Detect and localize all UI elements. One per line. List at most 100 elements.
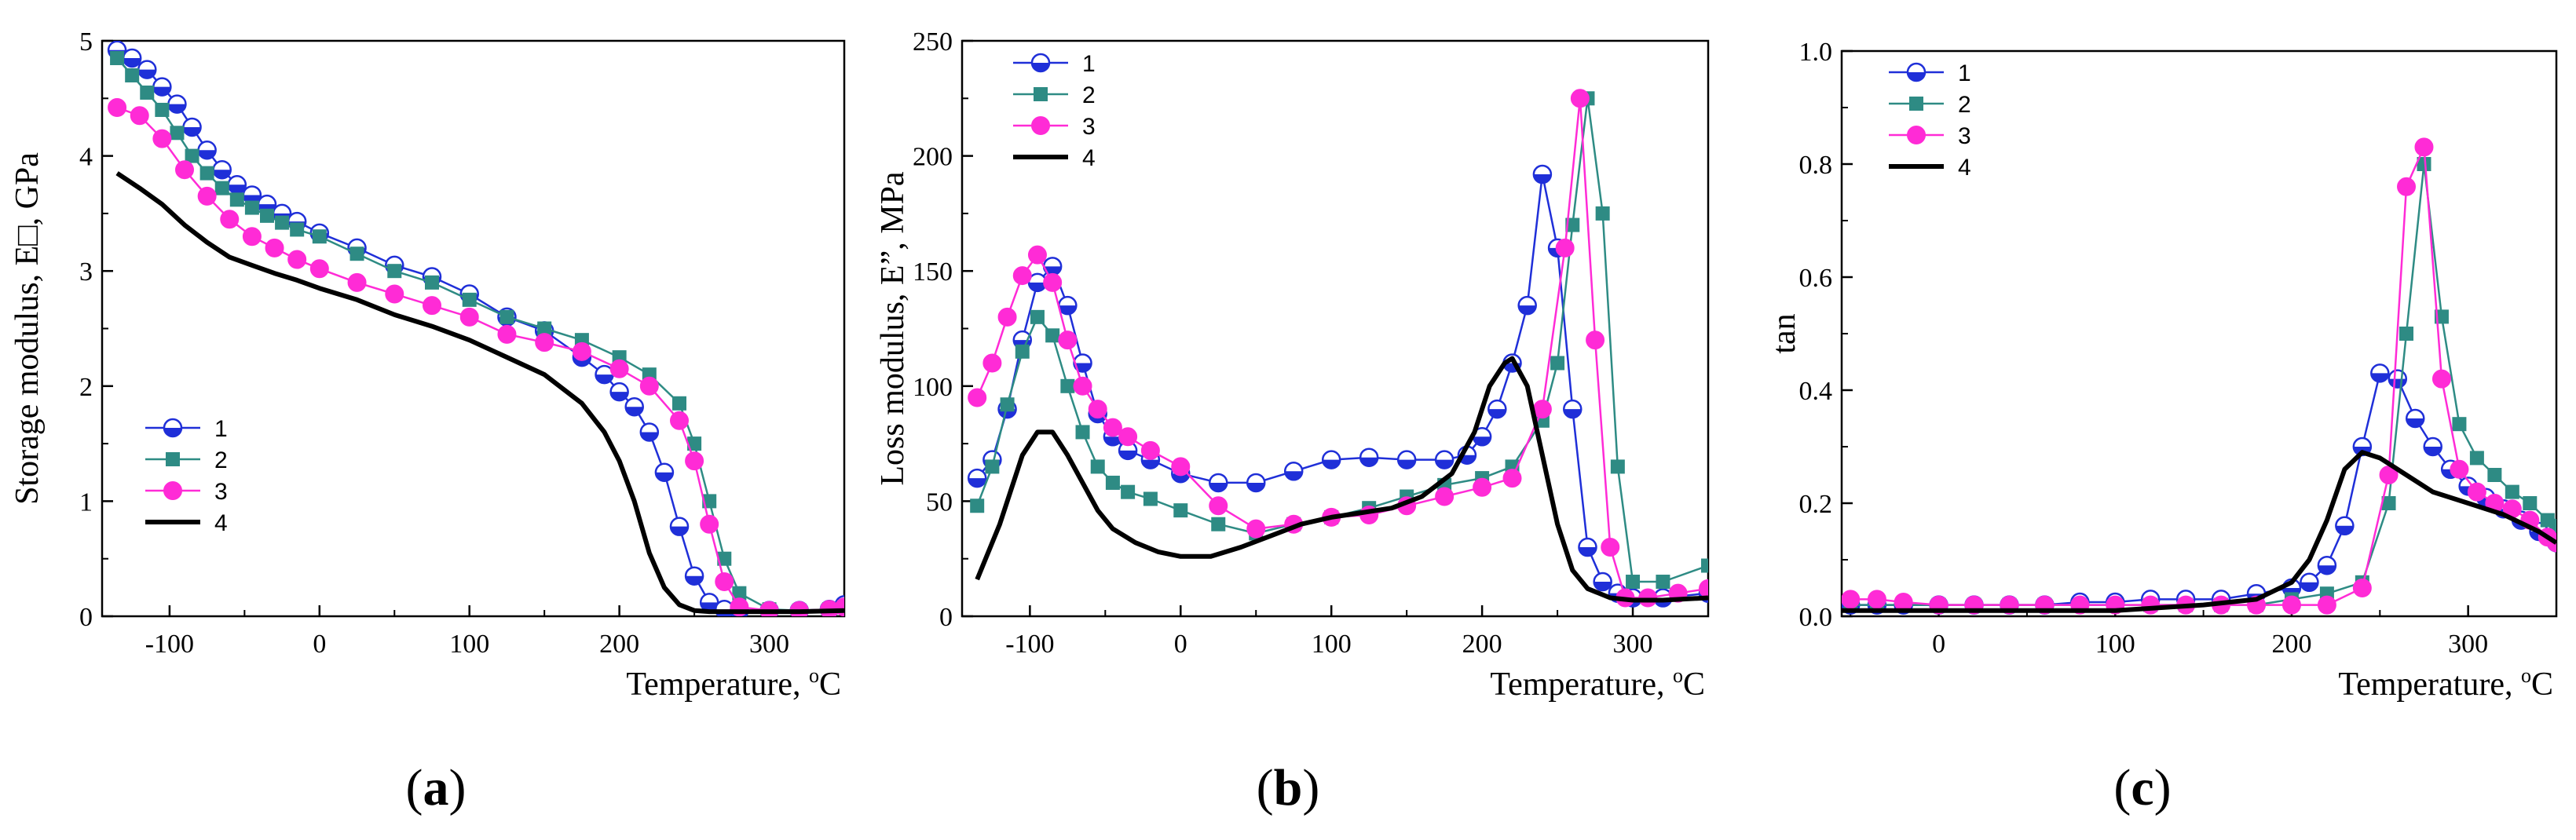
chart-a-series-2-point	[125, 68, 140, 82]
chart-a-series-2-point	[732, 586, 747, 601]
chart-a-series-2-point	[185, 148, 199, 163]
chart-b-xtick-label: 200	[1462, 630, 1502, 659]
chart-a-y-axis-title: Storage modulus, E□, GPa	[9, 152, 46, 505]
chart-a-series-1-point	[182, 117, 202, 137]
chart-c-series-group	[1842, 137, 2556, 615]
chart-a-series-3-point	[130, 106, 149, 126]
chart-a-series-2-point	[672, 396, 686, 411]
panel-label-a-close: )	[449, 759, 467, 816]
panel-label-a-letter: a	[423, 759, 449, 816]
panel-label-c-letter: c	[2131, 759, 2153, 816]
chart-b-series-1-point-fill	[1059, 305, 1077, 315]
chart-c-ytick-label: 0.0	[1799, 603, 1833, 632]
chart-a-series-2-point	[537, 321, 552, 336]
chart-a-series-2-point	[275, 215, 290, 230]
chart-c-series-3-point	[2281, 595, 2301, 615]
chart-b-series-3-point	[1209, 496, 1228, 516]
chart-b-series-1-point	[1472, 427, 1492, 447]
chart-a-ytick-label: 5	[79, 27, 93, 57]
chart-c-series-1-point-fill	[2406, 418, 2424, 427]
chart-a-series-3-point	[572, 341, 591, 361]
chart-c-legend-label-1: 1	[1958, 60, 1971, 86]
chart-a-series-1-point-fill	[701, 602, 719, 612]
chart-a-series-3-point	[423, 296, 441, 316]
chart-c-series-1-point-fill	[2318, 565, 2336, 575]
chart-a-xtick-label: 200	[599, 630, 639, 659]
chart-a-series-1-point	[212, 159, 232, 180]
panel-b: -100 0 100 200 300 0 50 100 150 200 250 Temperature…	[875, 27, 1710, 703]
chart-a-series-3-point	[347, 272, 367, 292]
chart-a-legend-marker-2	[166, 452, 180, 466]
chart-b-ytick-label: 100	[913, 373, 953, 402]
chart-a-series-4-line	[115, 171, 844, 615]
chart-b-legend-label-4: 4	[1082, 145, 1096, 171]
panel-label-b-letter: b	[1274, 759, 1303, 816]
chart-c-series-2-line	[1850, 163, 2556, 606]
chart-a-series-1-point-fill	[138, 69, 156, 79]
chart-b-series-3-point	[1601, 538, 1620, 557]
chart-b-series-1-point	[1396, 450, 1417, 469]
chart-c-legend-marker-1	[1906, 62, 1927, 82]
panel-label-a: (a)	[406, 759, 467, 816]
chart-b-series-1-point	[1532, 164, 1553, 184]
chart-c-series-2-point	[2452, 417, 2467, 432]
chart-a-series-1-point	[137, 60, 157, 79]
chart-b-series-1-point	[1209, 473, 1228, 493]
chart-b-series-1-point-fill	[1360, 457, 1378, 466]
chart-a-series-1-point-fill	[183, 126, 201, 136]
chart-b-series-1-point-fill	[968, 478, 986, 488]
chart-b-series-1-point	[1027, 272, 1048, 293]
chart-a-series-3-point	[700, 514, 719, 534]
chart-b-xtick-label: 300	[1613, 630, 1653, 659]
chart-c-legend-label-2: 2	[1958, 92, 1971, 118]
chart-b-ytick-label: 250	[913, 27, 953, 57]
chart-a-plot-frame	[101, 39, 846, 618]
chart-b-series-1-point	[1058, 295, 1078, 316]
chart-c-x-axis-title-unit: C	[2531, 667, 2553, 703]
chart-a-xtick-label: 100	[449, 630, 489, 659]
chart-a-series-1-point	[669, 517, 690, 536]
chart-a-xtick-label: -100	[145, 630, 194, 659]
chart-a-series-1-point-fill	[168, 104, 186, 113]
chart-b-series-1-point-fill	[1119, 450, 1137, 459]
chart-a-series-3-point	[715, 572, 734, 592]
chart-a-ytick-label: 4	[79, 143, 93, 172]
chart-a-series-3-point	[670, 411, 689, 430]
chart-b-legend-label-2: 2	[1082, 82, 1096, 108]
chart-a-series-2-point	[199, 166, 214, 181]
chart-a-series-1-point-fill	[686, 575, 704, 585]
chart-b-series-3-point	[968, 388, 987, 407]
chart-b-series-3-point	[1043, 272, 1063, 292]
chart-b-series-2-point	[1015, 344, 1030, 359]
chart-a-series-1-point-fill	[610, 392, 628, 401]
chart-a-series-group	[107, 41, 844, 616]
chart-b-series-2-point	[1550, 356, 1565, 371]
chart-a-series-1-point	[595, 364, 614, 385]
chart-c-y-axis-title: tan	[1766, 313, 1802, 353]
chart-a-x-axis-title: Temperature, oC	[626, 664, 841, 703]
chart-b-series-1-point	[1434, 450, 1454, 469]
chart-b-series-3-point	[1246, 519, 1266, 539]
chart-a-series-3-point	[497, 324, 517, 344]
chart-b-series-3-point	[1058, 331, 1078, 350]
chart-c-xtick-label: 100	[2095, 630, 2135, 659]
chart-c-ytick-label: 1.0	[1799, 38, 1833, 67]
chart-a-series-2-point	[499, 309, 514, 324]
chart-a-series-1-point-fill	[671, 526, 688, 535]
chart-a-x-axis-title-sup: o	[809, 664, 819, 687]
chart-c-series-3-point	[1842, 590, 1861, 609]
panel-label-c-open: (	[2113, 759, 2131, 816]
panel-label-b-open: (	[1257, 759, 1274, 816]
chart-c-legend-marker-1-fill	[1908, 72, 1925, 81]
chart-b-xtick-label: -100	[1005, 630, 1054, 659]
chart-b-series-1-point-fill	[1028, 282, 1046, 291]
chart-b-series-1-point-fill	[1247, 482, 1265, 491]
chart-a-series-2-point	[462, 292, 477, 307]
chart-a-series-3-point	[197, 186, 217, 206]
chart-c-series-1-point	[2370, 363, 2390, 383]
chart-c-series-2-point	[2417, 157, 2431, 171]
chart-a-legend-marker-1	[163, 418, 183, 438]
chart-b-series-3-point	[1140, 440, 1160, 460]
chart-b-series-1-point	[1487, 399, 1507, 419]
chart-a-series-1-point	[197, 141, 217, 160]
